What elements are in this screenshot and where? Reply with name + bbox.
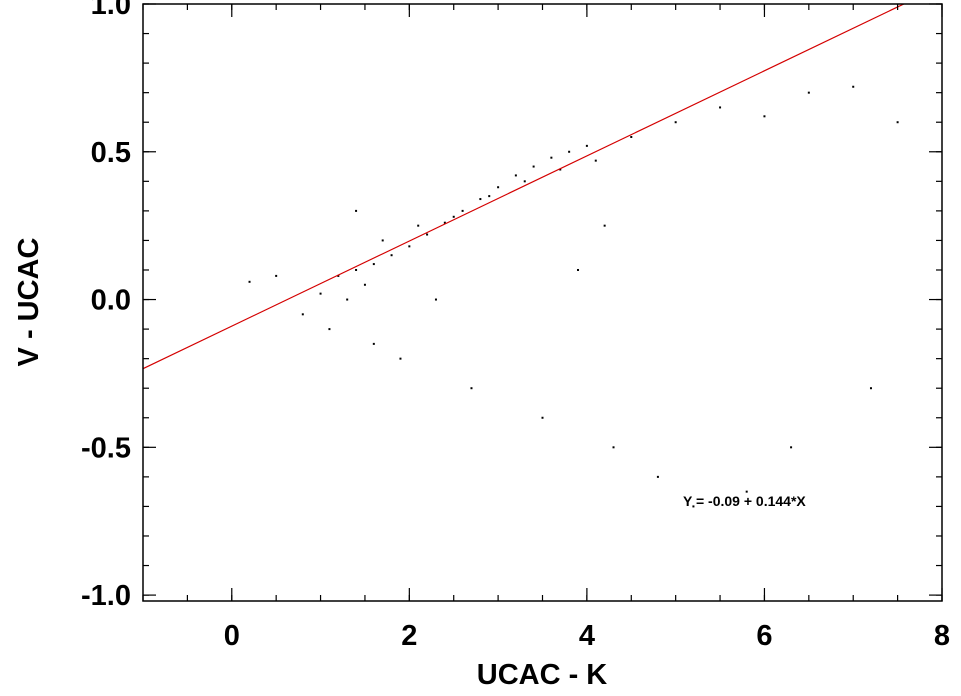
- y-tick-label: 0.5: [91, 137, 131, 169]
- data-point: [612, 446, 615, 449]
- data-point: [381, 239, 384, 242]
- x-tick-label: 8: [934, 620, 950, 652]
- data-point: [630, 135, 633, 138]
- y-tick-label: -1.0: [81, 580, 131, 612]
- y-tick-label: 1.0: [91, 0, 131, 21]
- data-point: [674, 121, 677, 124]
- data-point: [390, 254, 393, 257]
- data-point: [559, 168, 562, 171]
- data-point: [745, 490, 748, 493]
- data-point: [443, 221, 446, 224]
- data-point: [514, 174, 517, 177]
- data-point: [790, 446, 793, 449]
- x-tick-label: 2: [401, 620, 417, 652]
- data-point: [488, 195, 491, 198]
- data-point: [408, 245, 411, 248]
- data-point: [372, 342, 375, 345]
- x-tick-label: 0: [224, 620, 240, 652]
- data-point: [363, 283, 366, 286]
- data-point: [585, 144, 588, 147]
- data-point: [399, 357, 402, 360]
- data-point: [301, 313, 304, 316]
- plot-frame: [142, 3, 943, 602]
- data-point: [479, 198, 482, 201]
- data-point: [426, 233, 429, 236]
- data-point: [452, 215, 455, 218]
- data-point: [719, 106, 722, 109]
- data-point: [319, 292, 322, 295]
- data-point: [337, 274, 340, 277]
- data-point: [807, 91, 810, 94]
- data-point: [523, 180, 526, 183]
- tick-labels: 0 2 4 6 8 -1.0 -0.5 0.0 0.5 1.0: [81, 0, 950, 652]
- y-tick-label: 0.0: [91, 285, 131, 317]
- data-point: [541, 416, 544, 419]
- data-point: [603, 224, 606, 227]
- data-point: [355, 268, 358, 271]
- data-point: [417, 224, 420, 227]
- axis-ticks: [142, 3, 943, 601]
- data-point: [896, 121, 899, 124]
- data-point: [497, 186, 500, 189]
- data-point: [852, 85, 855, 88]
- data-point: [763, 115, 766, 118]
- data-point: [692, 505, 695, 508]
- data-point: [275, 274, 278, 277]
- fit-line-group: [143, 4, 906, 370]
- data-point: [568, 150, 571, 153]
- data-point: [869, 387, 872, 390]
- x-axis-title: UCAC - K: [477, 659, 608, 691]
- data-point: [328, 328, 331, 331]
- data-point: [532, 165, 535, 168]
- data-point: [434, 298, 437, 301]
- y-axis-title: V - UCAC: [13, 238, 45, 367]
- x-tick-label: 6: [756, 620, 772, 652]
- data-point: [577, 268, 580, 271]
- data-point: [355, 209, 358, 212]
- y-tick-label: -0.5: [81, 432, 131, 464]
- data-point: [470, 387, 473, 390]
- data-point: [248, 280, 251, 283]
- x-tick-label: 4: [579, 620, 595, 652]
- fit-equation-label: Y = -0.09 + 0.144*X: [683, 493, 806, 509]
- data-point: [461, 209, 464, 212]
- fit-line: [143, 4, 906, 370]
- data-point: [346, 298, 349, 301]
- data-point: [550, 156, 553, 159]
- data-points: [248, 85, 899, 508]
- data-point: [656, 475, 659, 478]
- data-point: [594, 159, 597, 162]
- data-point: [372, 263, 375, 266]
